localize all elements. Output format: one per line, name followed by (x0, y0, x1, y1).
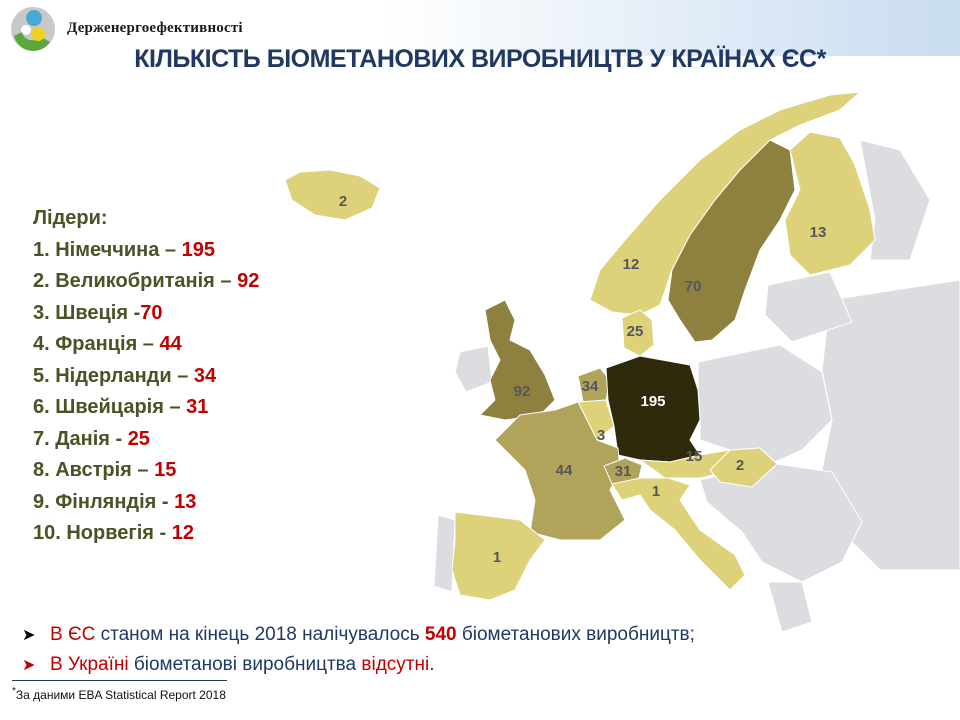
leader-item: 9. Фінляндія - 13 (33, 487, 259, 519)
leader-item: 4. Франція – 44 (33, 329, 259, 361)
footnote-text: За даними EBA Statistical Report 2018 (15, 688, 226, 702)
map-label-switzerland: 31 (615, 463, 632, 480)
footnote-divider (12, 680, 227, 681)
leader-country: 7. Данія - (33, 427, 128, 450)
leader-item: 8. Австрія – 15 (33, 455, 259, 487)
leader-value: 15 (154, 459, 177, 481)
map-label-belgium: 3 (597, 427, 605, 444)
footnote-mark: * (12, 686, 16, 697)
leader-country: 2. Великобританія – (33, 270, 238, 292)
country-uk (478, 299, 556, 421)
country-denmark (621, 309, 655, 357)
country-sweden (667, 139, 796, 343)
map-label-sweden: 70 (685, 278, 702, 295)
leader-value: 25 (127, 427, 150, 450)
organization-name: Держенергоефективності (67, 20, 243, 36)
map-label-italy: 1 (652, 483, 660, 500)
map-label-finland: 13 (810, 224, 827, 241)
bullet-eu-highlight: В ЄС (50, 624, 96, 645)
map-label-austria: 15 (686, 448, 703, 465)
country-poland-czechia (697, 344, 833, 463)
leader-country: 10. Норвегія - (33, 522, 172, 544)
bullet-ukraine-text: біометанові виробництва (128, 654, 362, 675)
map-label-hungary: 2 (736, 457, 744, 474)
header-band (0, 0, 960, 56)
leader-country: 9. Фінляндія - (33, 490, 175, 513)
page-title: КІЛЬКІСТЬ БІОМЕТАНОВИХ ВИРОБНИЦТВ У КРАЇ… (134, 45, 826, 73)
country-norway (589, 91, 862, 316)
leader-item: 1. Німеччина – 195 (33, 235, 259, 267)
arrow-bullet-icon: ➤ (22, 627, 36, 644)
country-finland (784, 131, 876, 276)
map-label-norway: 12 (623, 256, 640, 273)
leader-item: 10. Норвегія - 12 (33, 518, 259, 550)
leader-item: 2. Великобританія – 92 (33, 266, 259, 298)
leader-country: 8. Австрія – (33, 459, 155, 481)
country-greece (767, 581, 813, 633)
leader-item: 7. Данія - 25 (33, 424, 259, 456)
arrow-bullet-icon: ➤ (22, 657, 36, 674)
country-ireland (454, 345, 493, 393)
leader-value: 195 (181, 238, 215, 261)
leader-value: 44 (159, 333, 182, 355)
country-france (494, 401, 626, 541)
map-label-germany: 195 (640, 393, 665, 410)
leader-item: 3. Швеція -70 (33, 298, 259, 330)
bullet-ukraine: ➤ В Україні біометанові виробництва відсу… (22, 650, 695, 680)
map-label-iceland: 2 (339, 193, 347, 210)
summary-bullets: ➤ В ЄС станом на кінець 2018 налічувалось… (22, 620, 695, 680)
bullet-eu: ➤ В ЄС станом на кінець 2018 налічувалось… (22, 620, 695, 650)
map-label-uk: 92 (514, 383, 531, 400)
leaders-list: Лідери: 1. Німеччина – 195 2. Великобрита… (33, 203, 259, 550)
map-label-netherlands: 34 (582, 378, 599, 395)
leader-value: 31 (186, 396, 209, 418)
leader-item: 5. Нідерланди – 34 (33, 361, 259, 393)
bullet-ukraine-highlight: В Україні (50, 654, 129, 675)
leader-value: 13 (174, 490, 197, 513)
bullet-ukraine-end: . (429, 654, 435, 675)
country-baltics (764, 271, 853, 343)
bullet-ukraine-absent: відсутні (361, 654, 430, 675)
map-label-denmark: 25 (627, 323, 644, 340)
leader-value: 70 (140, 301, 163, 324)
leader-value: 92 (237, 270, 260, 292)
country-spain (451, 511, 546, 601)
country-italy (611, 477, 746, 591)
leader-value: 12 (171, 522, 194, 544)
footnote: *За даними EBA Statistical Report 2018 (12, 686, 226, 702)
leader-country: 4. Франція – (33, 333, 160, 355)
bullet-eu-text: станом на кінець 2018 налічувалось (95, 624, 425, 645)
leader-country: 3. Швеція - (33, 301, 141, 324)
country-switzerland (603, 457, 643, 485)
country-russia-north (859, 139, 931, 261)
bullet-eu-count: 540 (424, 624, 457, 645)
leader-country: 6. Швейцарія – (33, 396, 187, 418)
country-iceland (284, 169, 381, 221)
leader-value: 34 (193, 364, 217, 387)
leader-country: 5. Нідерланди – (33, 364, 194, 387)
map-label-france: 44 (556, 462, 573, 479)
leader-country: 1. Німеччина – (33, 238, 182, 261)
leader-item: 6. Швейцарія – 31 (33, 392, 259, 424)
country-portugal (433, 514, 456, 593)
logo-icon (11, 7, 55, 51)
leaders-heading: Лідери: (33, 207, 108, 229)
map-label-spain: 1 (493, 549, 501, 566)
country-hungary (709, 447, 778, 488)
bullet-eu-text-end: біометанових виробництв; (456, 624, 695, 645)
